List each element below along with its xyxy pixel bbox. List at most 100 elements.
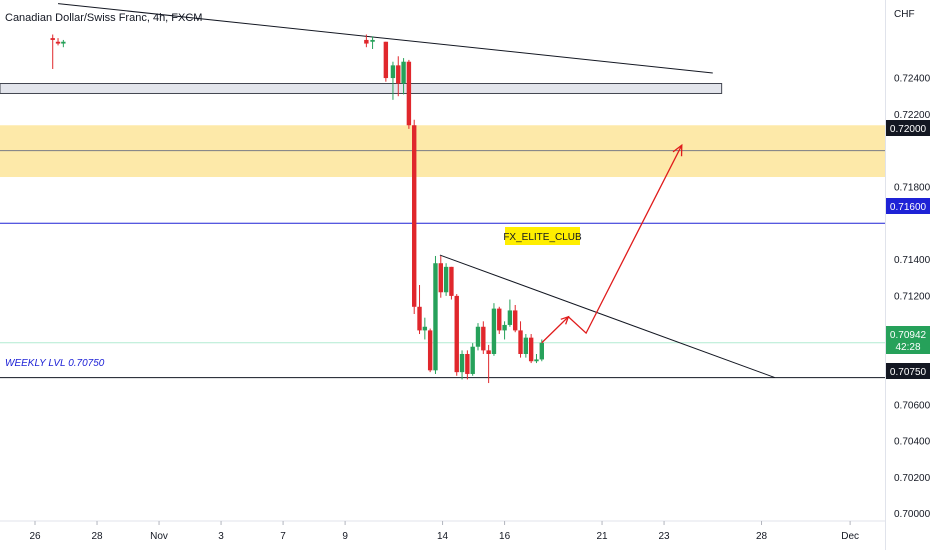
price-tick-label: 0.70200 <box>894 473 931 484</box>
candle-body <box>475 326 481 347</box>
current-price-text: 0.70942 <box>890 330 927 341</box>
candle-body <box>534 359 539 362</box>
candle-body <box>401 61 406 84</box>
price-label-72000-bg <box>886 120 930 136</box>
candle <box>401 58 406 95</box>
candle-body <box>470 346 475 374</box>
candle <box>370 36 375 50</box>
candle-body <box>486 350 491 354</box>
candle-body <box>518 330 523 354</box>
candle <box>507 299 513 327</box>
candle-body <box>417 306 422 331</box>
price-tick-label: 0.70400 <box>894 437 931 448</box>
candle-body <box>454 295 459 373</box>
price-label-70750-text: 0.70750 <box>890 367 927 378</box>
candle-body <box>507 310 513 325</box>
price-label-70750-bg <box>886 363 930 379</box>
candle-body <box>528 337 534 362</box>
annotation-badge[interactable]: FX_ELITE_CLUB <box>503 227 582 245</box>
candle-body <box>406 61 412 126</box>
candle <box>449 266 454 300</box>
chart-title: Canadian Dollar/Swiss Franc, 4h, FXCM <box>5 12 202 24</box>
candle <box>481 321 486 354</box>
annotation-text: FX_ELITE_CLUB <box>503 232 582 243</box>
time-tick-label: 14 <box>437 531 449 542</box>
candle-body <box>481 326 486 351</box>
price-tick-label: 0.71200 <box>894 291 931 302</box>
candle <box>390 61 396 100</box>
trend-line-1 <box>57 3 713 74</box>
candle-body <box>502 324 507 331</box>
candle <box>459 350 465 380</box>
candle <box>539 339 544 362</box>
candle-body <box>459 353 465 373</box>
time-tick-label: 7 <box>280 531 286 542</box>
candle <box>528 334 534 364</box>
candle <box>486 344 491 384</box>
candle-body <box>465 353 470 374</box>
candle <box>518 321 523 358</box>
time-tick-label: Dec <box>841 531 859 542</box>
candle-body <box>443 266 449 293</box>
price-label-70750: 0.70750 <box>886 363 930 379</box>
time-tick-label: 28 <box>91 531 103 542</box>
candle <box>50 34 55 69</box>
candle-body <box>364 39 369 44</box>
projection-arrowhead <box>672 143 683 157</box>
candle-countdown: 42:28 <box>895 342 920 353</box>
candle-body <box>390 65 396 79</box>
candle <box>454 294 459 376</box>
current-price-bg <box>886 326 930 354</box>
candle <box>465 350 470 380</box>
candle <box>491 303 497 356</box>
price-label-72000-text: 0.72000 <box>890 124 927 135</box>
price-tick-label: 0.71800 <box>894 182 931 193</box>
candle <box>412 119 417 315</box>
candle <box>438 255 443 298</box>
candle-body <box>427 330 433 371</box>
candle <box>427 328 433 373</box>
candle <box>364 34 369 48</box>
candle-body <box>370 39 375 42</box>
candle <box>433 255 438 374</box>
time-tick-label: 23 <box>658 531 670 542</box>
price-label-71600-text: 0.71600 <box>890 202 927 213</box>
projection-layer <box>541 143 683 344</box>
candle <box>406 59 412 129</box>
candles-layer[interactable] <box>50 34 544 384</box>
candle-body <box>433 263 438 371</box>
candle-body <box>383 41 389 79</box>
price-label-71600-bg <box>886 198 930 214</box>
price-label-72000: 0.72000 <box>886 120 930 136</box>
candle-body <box>539 342 544 360</box>
resistance-box <box>0 83 723 94</box>
candle <box>443 263 449 296</box>
time-tick-label: 28 <box>756 531 768 542</box>
candle <box>417 285 422 335</box>
candle <box>422 317 428 340</box>
candle <box>502 321 507 340</box>
price-tick-label: 0.70000 <box>894 509 931 520</box>
price-tick-label: 0.71400 <box>894 255 931 266</box>
current-price-label: 0.70942 42:28 <box>886 326 930 354</box>
candle <box>383 41 389 82</box>
candle <box>61 39 66 48</box>
annotation-background <box>505 227 580 245</box>
candle-body <box>491 308 497 354</box>
time-tick-label: 9 <box>342 531 348 542</box>
trend-line-2 <box>439 254 775 379</box>
candle <box>497 306 502 335</box>
candle <box>534 353 539 364</box>
candle-body <box>396 65 401 84</box>
candle-body <box>523 337 529 354</box>
candle-body <box>513 310 518 331</box>
time-axis[interactable]: 26 28 Nov 3 7 9 14 16 21 23 28 Dec <box>29 521 859 542</box>
price-label-71600: 0.71600 <box>886 198 930 214</box>
weekly-level-label: WEEKLY LVL 0.70750 <box>5 358 105 369</box>
time-tick-label: 16 <box>499 531 511 542</box>
currency-label: CHF <box>894 9 915 20</box>
time-tick-label: Nov <box>150 531 168 542</box>
candle-body <box>61 41 66 44</box>
